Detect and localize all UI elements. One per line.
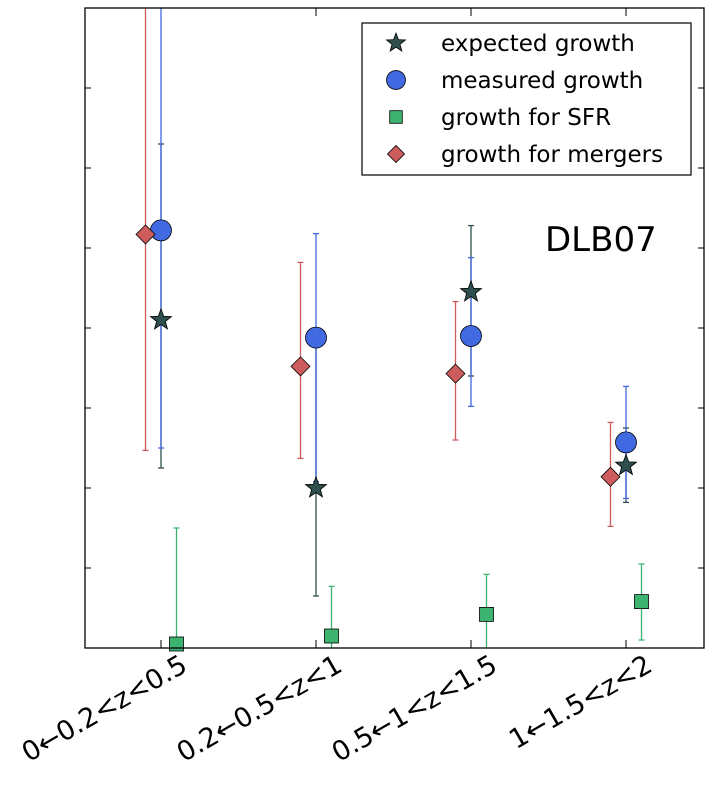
data-point-square-3 bbox=[634, 594, 649, 609]
x-tick-label-2: 0.5←1<z<1.5 bbox=[327, 649, 503, 768]
data-point-diamond-3 bbox=[600, 466, 621, 487]
markers-growth-for-mergers bbox=[135, 224, 621, 487]
data-point-star-1 bbox=[304, 475, 328, 498]
legend: expected growth measured growth growth for… bbox=[361, 22, 692, 176]
data-point-star-3 bbox=[614, 453, 638, 476]
legend-label-1: measured growth bbox=[441, 68, 643, 94]
legend-marker-circle bbox=[386, 70, 406, 90]
x-tick-label-3: 1←1.5<z<2 bbox=[504, 649, 657, 756]
data-point-square-2 bbox=[479, 607, 494, 622]
legend-label-2: growth for SFR bbox=[441, 105, 611, 131]
markers-expected-growth bbox=[149, 279, 638, 498]
series-layer bbox=[135, 8, 649, 652]
x-tick-label-1: 0.2←0.5<z<1 bbox=[172, 649, 348, 768]
markers-measured-growth bbox=[150, 219, 637, 454]
legend-box bbox=[361, 22, 692, 176]
data-point-circle-2 bbox=[460, 325, 482, 347]
plot-frame bbox=[84, 7, 705, 649]
data-point-circle-3 bbox=[615, 431, 637, 454]
data-point-square-1 bbox=[324, 628, 339, 644]
legend-marker-star bbox=[385, 31, 407, 52]
data-point-diamond-1 bbox=[290, 356, 311, 377]
x-axis-labels: 0←0.2<z<0.50.2←0.5<z<10.5←1<z<1.5 1←1.5<z… bbox=[17, 649, 658, 768]
legend-marker-square bbox=[389, 110, 403, 124]
data-point-star-0 bbox=[149, 307, 173, 330]
data-point-circle-1 bbox=[305, 326, 327, 349]
legend-label-0: expected growth bbox=[441, 31, 635, 57]
x-tick-label-0: 0←0.2<z<0.5 bbox=[17, 649, 193, 768]
data-point-diamond-2 bbox=[445, 363, 466, 384]
annotation-label: DLB07 bbox=[545, 220, 657, 260]
data-point-star-2 bbox=[459, 279, 483, 302]
data-point-circle-0 bbox=[150, 219, 172, 242]
legend-marker-diamond bbox=[386, 144, 406, 164]
data-point-diamond-0 bbox=[135, 224, 156, 245]
legend-label-3: growth for mergers bbox=[441, 142, 663, 168]
